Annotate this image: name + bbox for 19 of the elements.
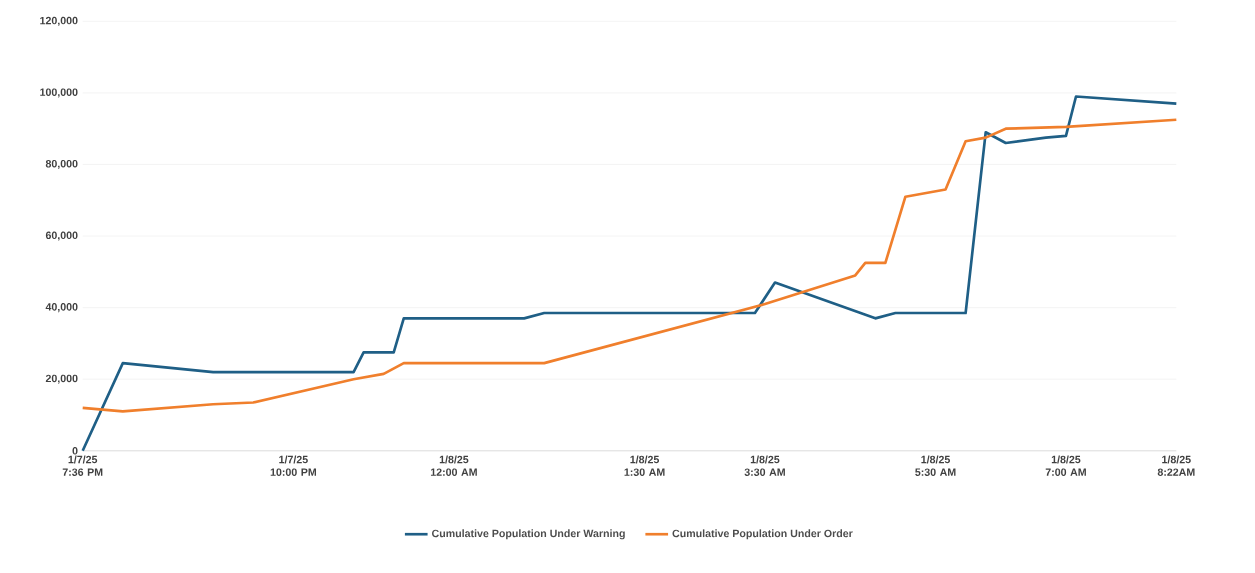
y-tick-label: 0 [72, 446, 78, 455]
x-tick-label: 1/7/25 10:00 PM [270, 455, 317, 476]
x-tick-label: 1/8/25 5:30 AM [915, 455, 956, 476]
line-series [81, 94, 1178, 452]
y-tick-label: 60,000 [45, 231, 78, 241]
x-tick-label: 1/8/25 7:00 AM [1045, 455, 1086, 476]
legend-label: Cumulative Population Under Warning [432, 529, 625, 540]
line-series [81, 118, 1178, 413]
y-tick-label: 80,000 [45, 159, 78, 169]
y-tick-label: 100,000 [40, 88, 78, 98]
y-tick-label: 120,000 [40, 16, 78, 26]
x-tick-label: 1/8/25 1:30 AM [624, 455, 665, 476]
y-tick-label: 20,000 [45, 374, 78, 384]
y-tick-label: 40,000 [45, 302, 78, 312]
x-tick-label: 1/7/25 7:36 PM [62, 455, 103, 476]
x-tick-label: 1/8/25 3:30 AM [744, 455, 785, 476]
x-tick-label: 1/8/25 12:00 AM [430, 455, 477, 476]
x-tick-label: 1/8/25 8:22AM [1157, 455, 1195, 476]
legend-label: Cumulative Population Under Order [672, 529, 853, 540]
